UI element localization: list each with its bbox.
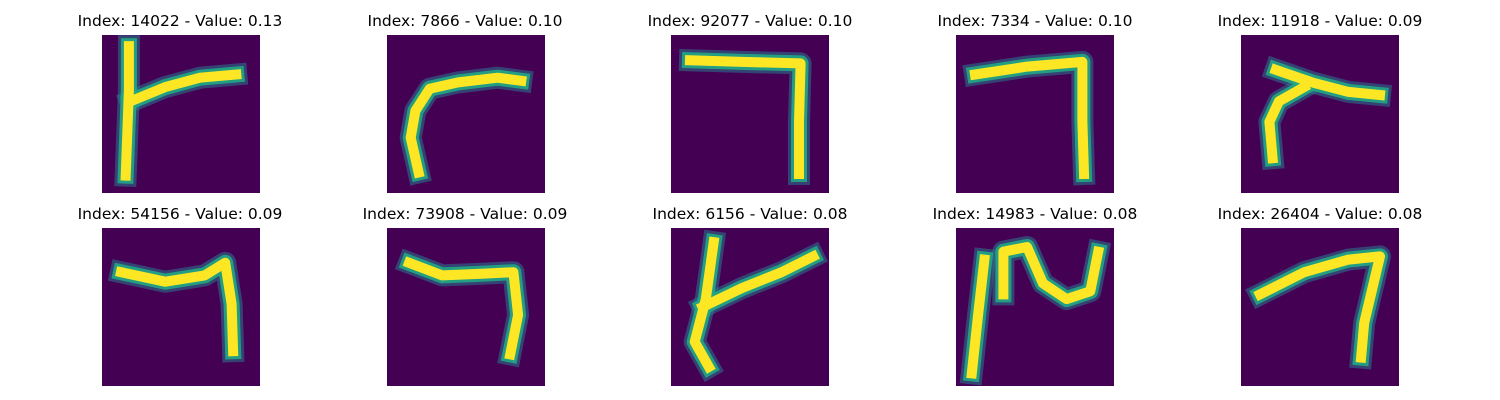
glyph-stroke: [1269, 63, 1386, 101]
glyph-image: [102, 35, 260, 193]
glyph-image: [102, 228, 260, 386]
sample-image: [387, 35, 545, 193]
glyph-stroke: [120, 41, 134, 181]
glyph-image: [387, 35, 545, 193]
glyph-stroke: [1264, 80, 1312, 164]
glyph-stroke: [123, 69, 242, 108]
glyph-stroke: [689, 236, 720, 374]
glyph-stroke: [1253, 251, 1385, 364]
sample-title: Index: 14983 - Value: 0.08: [932, 205, 1138, 223]
sample-image: [956, 35, 1114, 193]
sample-title: Index: 26404 - Value: 0.08: [1217, 205, 1423, 223]
glyph-image: [671, 228, 829, 386]
sample-title: Index: 7866 - Value: 0.10: [367, 12, 563, 30]
glyph-image: [1241, 228, 1399, 386]
glyph-image: [956, 35, 1114, 193]
glyph-image: [956, 228, 1114, 386]
sample-image: [387, 228, 545, 386]
sample-title: Index: 14022 - Value: 0.13: [77, 12, 283, 30]
glyph-stroke: [695, 249, 820, 314]
sample-title: Index: 7334 - Value: 0.10: [937, 12, 1133, 30]
glyph-image: [1241, 35, 1399, 193]
glyph-image: [671, 35, 829, 193]
sample-image: [956, 228, 1114, 386]
sample-title: Index: 6156 - Value: 0.08: [652, 205, 848, 223]
sample-image: [102, 228, 260, 386]
sample-image: [1241, 35, 1399, 193]
sample-title: Index: 54156 - Value: 0.09: [77, 205, 283, 223]
sample-image: [671, 35, 829, 193]
glyph-stroke: [998, 242, 1105, 305]
sample-image: [671, 228, 829, 386]
glyph-image: [387, 228, 545, 386]
glyph-stroke: [969, 56, 1090, 180]
sample-title: Index: 11918 - Value: 0.09: [1217, 12, 1423, 30]
sample-title: Index: 92077 - Value: 0.10: [647, 12, 853, 30]
glyph-stroke: [402, 256, 524, 361]
glyph-stroke: [405, 72, 527, 179]
sample-image: [102, 35, 260, 193]
glyph-stroke: [966, 254, 990, 379]
glyph-stroke: [684, 55, 806, 179]
sample-image: [1241, 228, 1399, 386]
sample-title: Index: 73908 - Value: 0.09: [362, 205, 568, 223]
glyph-stroke: [115, 257, 239, 357]
